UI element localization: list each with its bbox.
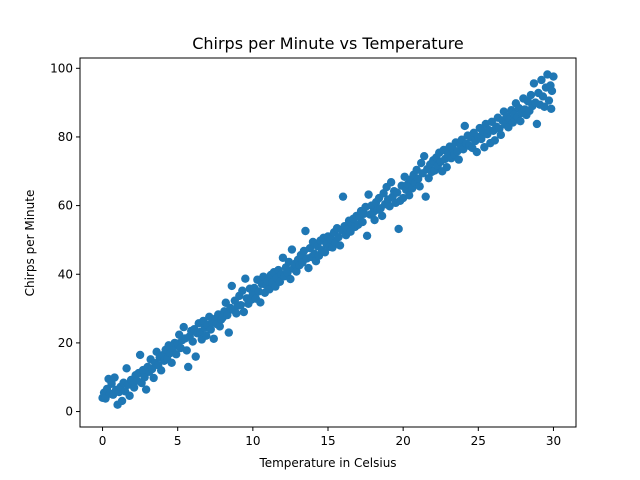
data-point bbox=[122, 364, 131, 373]
data-point bbox=[209, 334, 218, 343]
data-point bbox=[125, 391, 134, 400]
data-point bbox=[141, 385, 151, 394]
data-point bbox=[358, 217, 367, 227]
data-point bbox=[256, 298, 265, 307]
data-point bbox=[549, 72, 558, 81]
data-point bbox=[415, 182, 424, 191]
x-tick-label: 0 bbox=[99, 434, 107, 448]
data-point bbox=[191, 352, 200, 361]
data-point bbox=[490, 136, 500, 145]
data-point bbox=[129, 383, 139, 392]
data-point bbox=[392, 188, 402, 197]
x-tick-label: 30 bbox=[546, 434, 561, 448]
data-point bbox=[335, 241, 345, 250]
x-tick-label: 25 bbox=[471, 434, 486, 448]
data-point bbox=[472, 147, 481, 157]
x-tick-label: 15 bbox=[320, 434, 335, 448]
data-point bbox=[156, 366, 166, 375]
data-point bbox=[532, 119, 542, 129]
data-point bbox=[238, 286, 247, 295]
data-point bbox=[394, 224, 403, 234]
y-tick-label: 100 bbox=[50, 61, 73, 75]
data-point bbox=[540, 102, 549, 111]
data-point bbox=[188, 337, 197, 346]
data-point bbox=[364, 190, 373, 199]
data-point bbox=[287, 245, 297, 254]
data-point bbox=[334, 232, 343, 242]
data-point bbox=[442, 162, 451, 172]
data-point bbox=[419, 151, 429, 161]
data-point bbox=[206, 325, 215, 334]
data-point bbox=[117, 396, 127, 406]
data-point bbox=[241, 274, 250, 283]
data-point bbox=[301, 226, 310, 236]
data-point bbox=[110, 373, 119, 382]
data-point bbox=[537, 75, 546, 85]
x-tick-label: 5 bbox=[174, 434, 182, 448]
data-point bbox=[338, 192, 348, 201]
data-points bbox=[98, 70, 558, 409]
data-point bbox=[304, 263, 313, 273]
data-point bbox=[454, 155, 463, 164]
data-point bbox=[386, 178, 396, 187]
data-point bbox=[149, 373, 158, 383]
data-point bbox=[477, 134, 486, 144]
data-point bbox=[547, 86, 557, 96]
data-point bbox=[179, 322, 188, 332]
y-axis-ticks: 0 20 40 60 80 100 bbox=[50, 61, 80, 419]
data-point bbox=[236, 300, 246, 310]
data-point bbox=[460, 121, 469, 131]
data-point bbox=[223, 310, 232, 320]
chart-title: Chirps per Minute vs Temperature bbox=[192, 34, 464, 53]
y-tick-label: 40 bbox=[58, 267, 73, 281]
y-tick-label: 20 bbox=[58, 336, 73, 350]
x-tick-label: 20 bbox=[396, 434, 411, 448]
data-point bbox=[362, 231, 372, 241]
data-point bbox=[215, 322, 224, 331]
data-point bbox=[421, 192, 430, 201]
data-point bbox=[496, 130, 506, 140]
data-point bbox=[224, 328, 233, 337]
data-point bbox=[516, 116, 525, 126]
y-tick-label: 80 bbox=[58, 130, 73, 144]
data-point bbox=[278, 253, 288, 262]
data-point bbox=[538, 92, 548, 101]
x-axis-label: Temperature in Celsius bbox=[258, 456, 396, 470]
data-point bbox=[377, 211, 387, 221]
y-tick-label: 0 bbox=[65, 405, 73, 419]
data-point bbox=[544, 96, 554, 105]
data-point bbox=[135, 350, 145, 360]
y-axis-label: Chirps per Minute bbox=[23, 190, 37, 297]
data-point bbox=[167, 358, 176, 368]
data-point bbox=[286, 274, 295, 284]
y-tick-label: 60 bbox=[58, 199, 73, 213]
data-point bbox=[227, 281, 237, 291]
data-point bbox=[232, 309, 241, 318]
data-point bbox=[184, 362, 193, 372]
data-point bbox=[370, 215, 379, 225]
data-point bbox=[171, 350, 181, 359]
data-point bbox=[416, 158, 426, 168]
x-axis-ticks: 0 5 10 15 20 25 30 bbox=[99, 427, 561, 448]
x-tick-label: 10 bbox=[245, 434, 260, 448]
data-point bbox=[529, 79, 539, 88]
data-point bbox=[202, 331, 211, 340]
data-point bbox=[404, 191, 414, 200]
data-point bbox=[182, 346, 191, 355]
data-point bbox=[547, 104, 556, 114]
data-point bbox=[480, 143, 489, 152]
data-point bbox=[239, 307, 249, 317]
data-point bbox=[526, 90, 536, 100]
